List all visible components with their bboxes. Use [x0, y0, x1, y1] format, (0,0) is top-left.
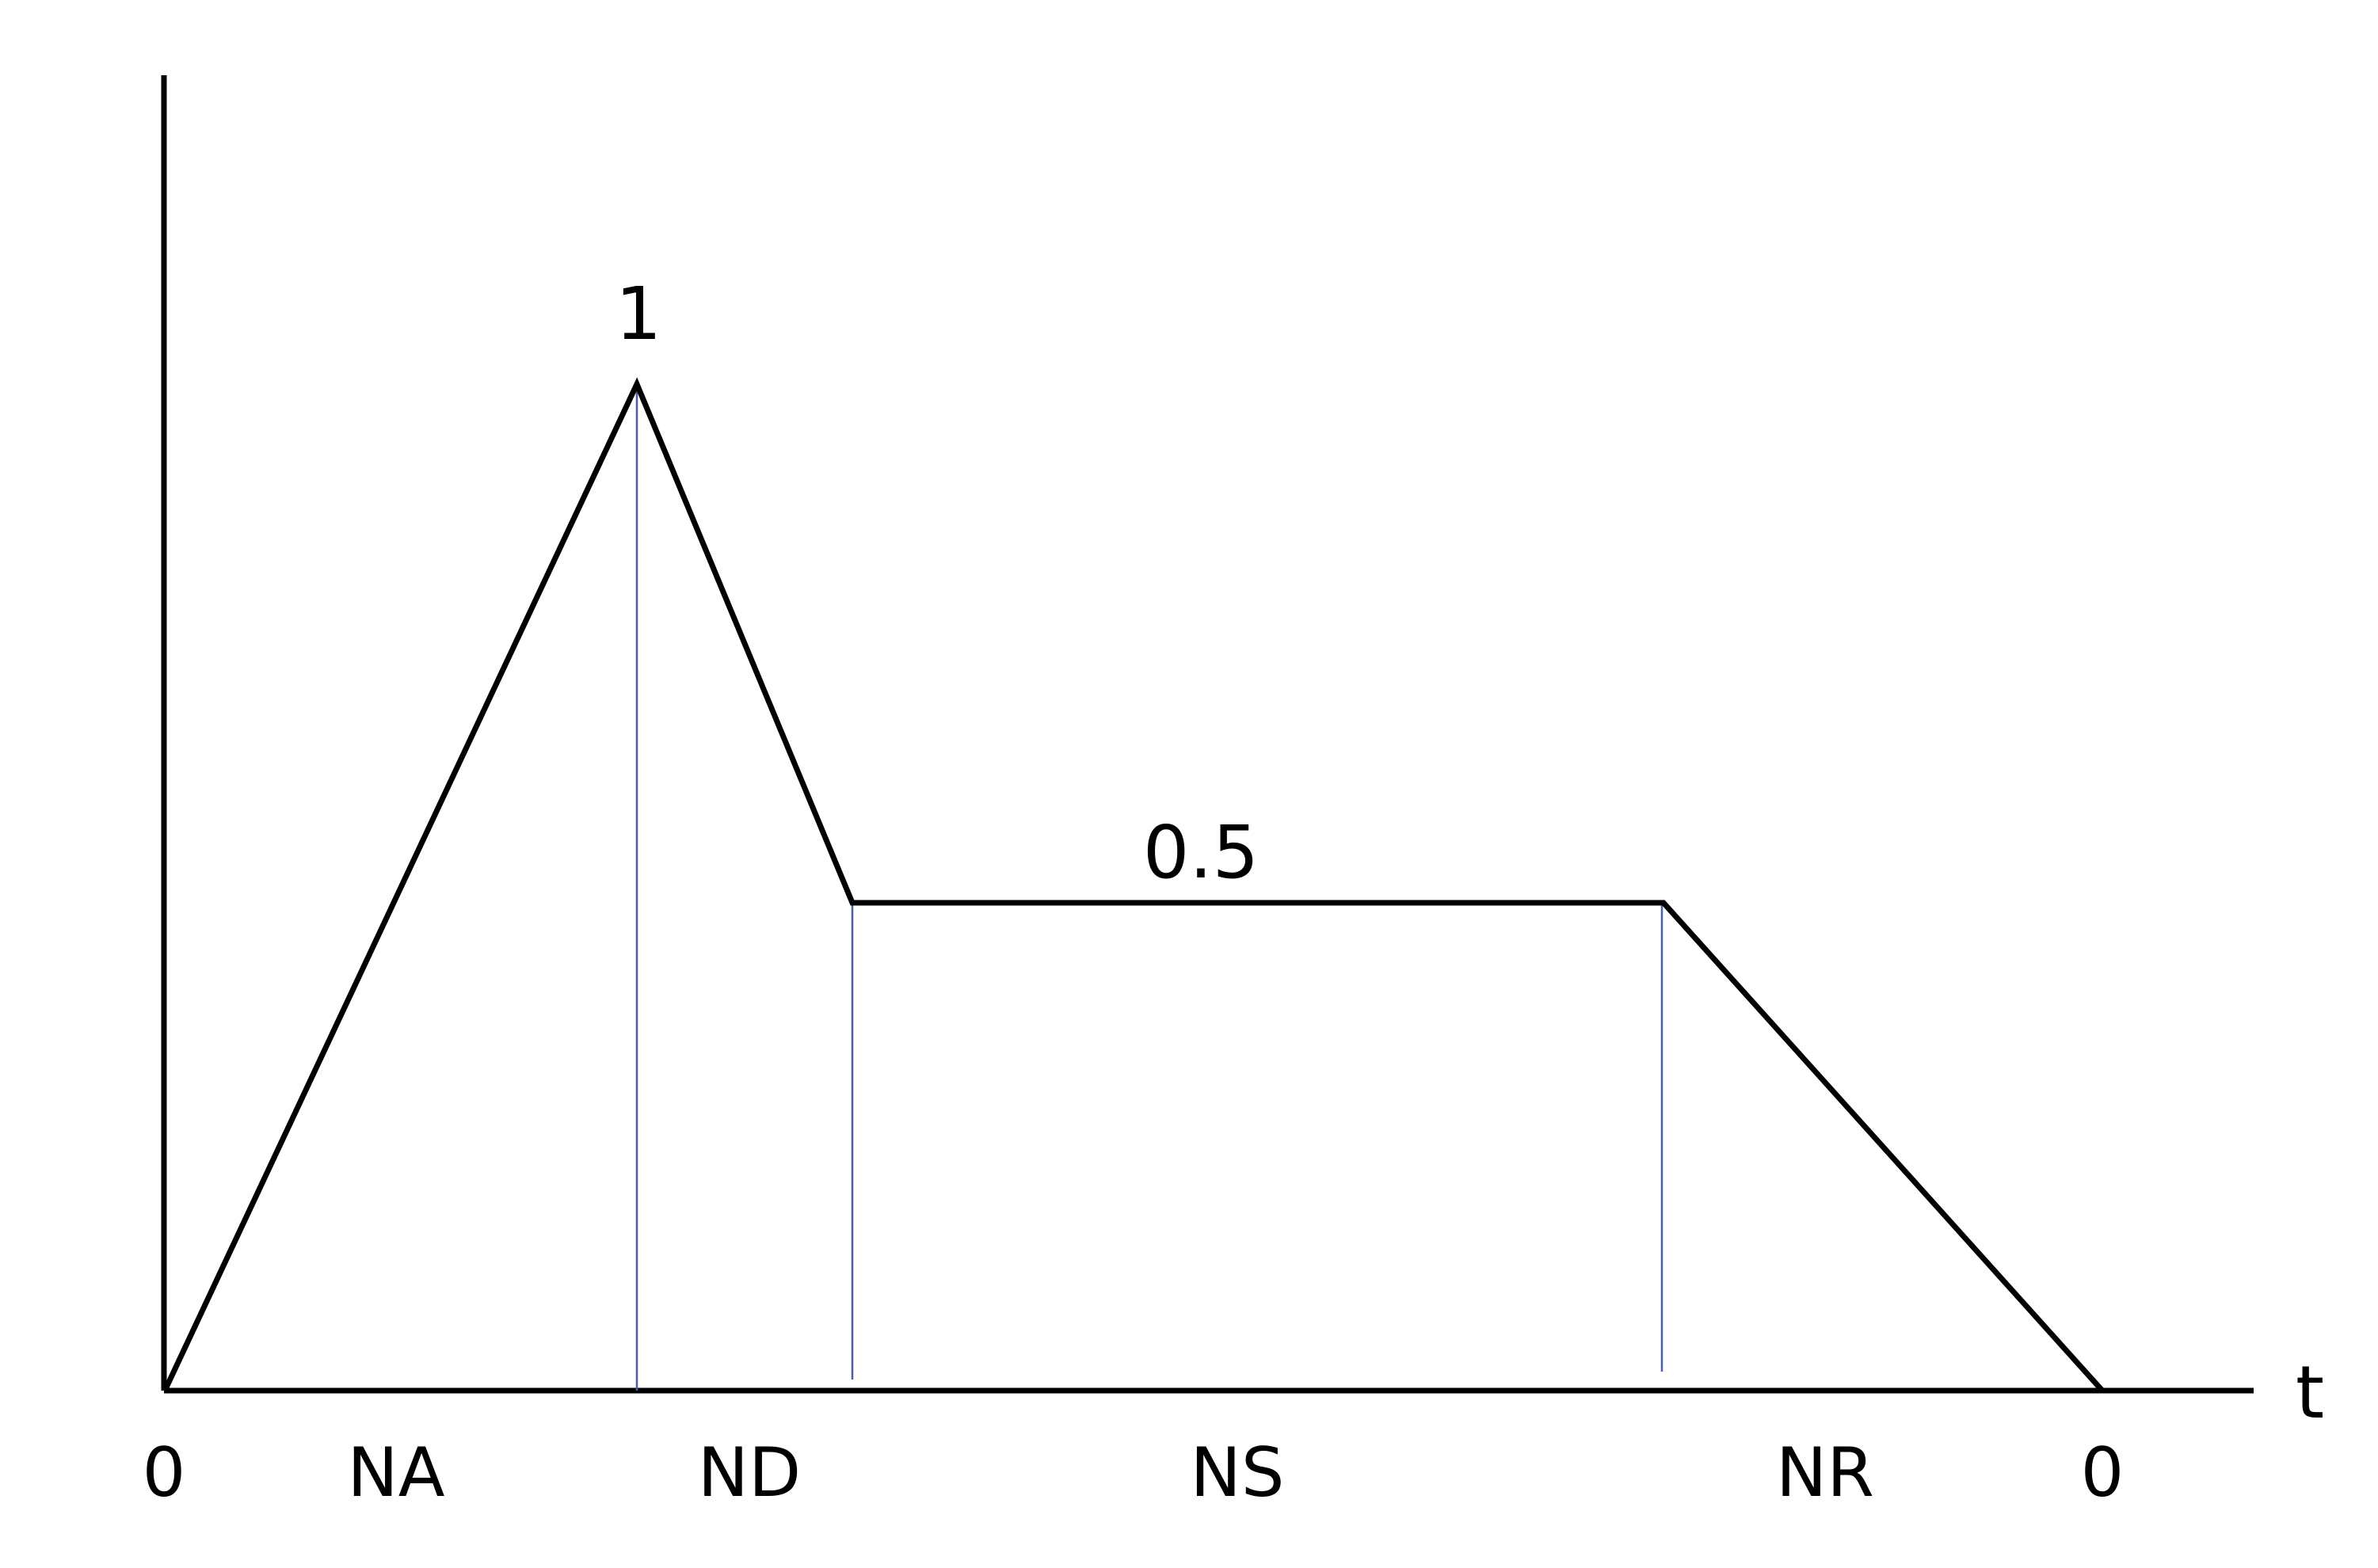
phase-label-ns: NS	[1191, 1433, 1285, 1513]
sustain-label: 0.5	[1143, 810, 1259, 895]
peak-label: 1	[615, 272, 662, 356]
phase-label-nr: NR	[1776, 1433, 1874, 1513]
phase-label-nd: ND	[698, 1433, 802, 1513]
envelope-curve	[163, 377, 2105, 1393]
phase-label-na: NA	[347, 1433, 444, 1513]
t-axis-label: t	[2296, 1350, 2324, 1435]
end-zero-label: 0	[2081, 1433, 2125, 1513]
start-zero-label: 0	[143, 1433, 186, 1513]
